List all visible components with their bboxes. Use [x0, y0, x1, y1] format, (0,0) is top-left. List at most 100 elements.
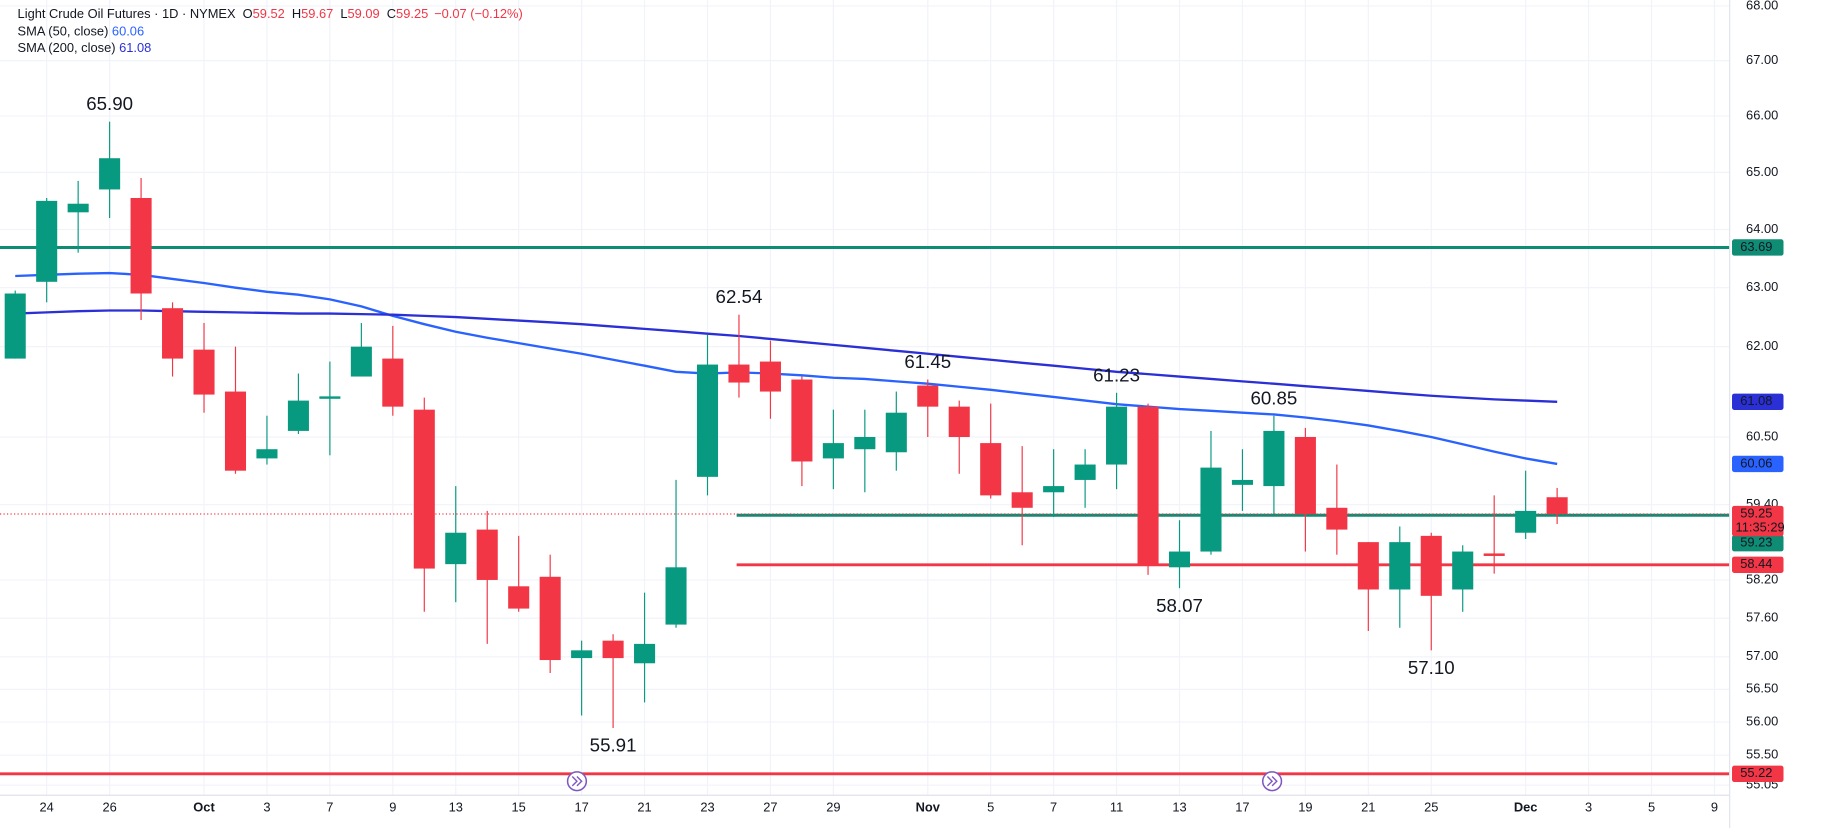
level-label-box	[1732, 765, 1784, 783]
x-tick-label: 15	[512, 800, 526, 815]
level-label-box	[1732, 556, 1784, 573]
sma-label-box	[1732, 455, 1784, 473]
x-tick-label: 23	[700, 800, 714, 815]
x-tick-label: 17	[574, 800, 588, 815]
sma-label: 61.08	[1740, 393, 1772, 408]
candle-body	[917, 385, 939, 407]
x-tick-label: Nov	[916, 800, 941, 815]
candle-body	[36, 200, 58, 282]
legend-main: Light Crude Oil Futures · 1D · NYMEX O59.…	[18, 7, 523, 22]
candle-body	[130, 198, 152, 294]
candle-body	[1200, 467, 1222, 552]
candle-body	[67, 203, 89, 213]
x-tick-label: 11	[1110, 800, 1123, 815]
candle-body	[350, 346, 372, 377]
legend-title: Light Crude Oil Futures · 1D · NYMEX	[18, 7, 236, 22]
candle-body	[1074, 464, 1096, 480]
x-tick-label: 9	[389, 800, 396, 815]
ohlc-label: H	[292, 7, 301, 22]
x-tick-label: 5	[987, 800, 994, 815]
price-label-box	[1732, 505, 1784, 537]
event-icon[interactable]	[1261, 771, 1283, 792]
candle-body	[287, 400, 309, 431]
annotation: 65.90	[86, 93, 133, 114]
ohlc-value: 59.67	[301, 7, 333, 22]
candle-body	[791, 379, 813, 462]
grid	[0, 0, 1730, 796]
candle-body	[1137, 406, 1159, 565]
annotation: 60.85	[1251, 387, 1298, 408]
ohlc-value: 59.25	[396, 7, 428, 22]
sma-label-box	[1732, 393, 1784, 410]
candle-body	[1357, 542, 1379, 590]
y-tick-label: 63.00	[1746, 279, 1778, 294]
x-tick-label: 29	[826, 800, 840, 815]
candle-body	[696, 364, 719, 477]
level-label-box	[1732, 239, 1784, 256]
candle-body	[1420, 535, 1442, 596]
candle-body	[1294, 437, 1316, 515]
ohlc-label: O	[243, 7, 253, 22]
sma-label: 60.06	[1740, 455, 1772, 470]
plot-area: 65.90 62.54 61.45 61.23 60.85 58.07 57.10 55.91	[0, 93, 1730, 776]
candle-body	[539, 576, 561, 661]
candle-body	[1483, 553, 1505, 556]
x-tick-label: 9	[1711, 800, 1718, 815]
candle-body	[1106, 406, 1128, 465]
candle-body	[854, 437, 876, 450]
y-tick-label: 62.00	[1746, 338, 1778, 353]
candle-body	[413, 409, 435, 569]
y-tick-label: 68.00	[1746, 0, 1778, 12]
candle-body	[4, 293, 26, 359]
candle-body	[1231, 479, 1253, 485]
sma-line	[15, 309, 1558, 404]
level-label: 63.69	[1740, 239, 1772, 254]
legend: Light Crude Oil Futures · 1D · NYMEX O59.…	[18, 7, 523, 56]
candle-body	[1546, 497, 1568, 515]
y-tick-label: 55.50	[1746, 747, 1778, 762]
annotation: 55.91	[590, 735, 637, 756]
legend-sma: SMA (50, close) 60.06	[18, 24, 145, 39]
x-tick-label: 3	[263, 800, 270, 815]
x-tick-label: 3	[1585, 800, 1592, 815]
ohlc-value: 59.52	[253, 7, 285, 22]
candle-body	[1168, 551, 1191, 568]
sma-name: SMA (50, close)	[18, 24, 109, 39]
candle-body	[162, 308, 184, 359]
price-label: 59.25	[1740, 505, 1772, 520]
ohlc-label: C	[387, 7, 396, 22]
candle-body	[1326, 507, 1348, 530]
candle-body	[822, 443, 844, 459]
candle-body	[980, 443, 1002, 496]
candle-body	[728, 364, 750, 383]
x-tick-label: 19	[1298, 800, 1312, 815]
candle-body	[1011, 492, 1033, 508]
candle-body	[224, 391, 247, 471]
x-tick-label: 21	[1361, 800, 1375, 815]
annotation: 61.23	[1093, 364, 1140, 385]
x-tick-label: 27	[763, 800, 777, 815]
event-icon[interactable]	[566, 771, 588, 792]
candle-body	[445, 532, 467, 565]
sma-value: 61.08	[119, 41, 151, 56]
x-tick-label: 13	[1172, 800, 1186, 815]
y-tick-label: 57.60	[1746, 610, 1778, 625]
candle-body	[1043, 486, 1065, 493]
x-tick-label: 21	[637, 800, 651, 815]
candle-body	[759, 361, 781, 392]
level-label: 55.22	[1740, 765, 1772, 780]
x-tick-label: 26	[102, 800, 116, 815]
ohlc-value: 59.09	[348, 7, 380, 22]
legend-sma: SMA (200, close) 61.08	[18, 41, 152, 56]
x-tick-label: 7	[326, 800, 333, 815]
change: −0.07 (−0.12%)	[434, 7, 523, 22]
candle-body	[1515, 510, 1537, 533]
countdown: 11:35:29	[1736, 519, 1785, 534]
annotation: 58.07	[1156, 595, 1203, 616]
candle-body	[948, 406, 970, 438]
x-tick-label: 7	[1050, 800, 1057, 815]
candle-body	[571, 650, 593, 659]
y-tick-label: 65.00	[1746, 164, 1778, 179]
candle-body	[382, 358, 404, 407]
